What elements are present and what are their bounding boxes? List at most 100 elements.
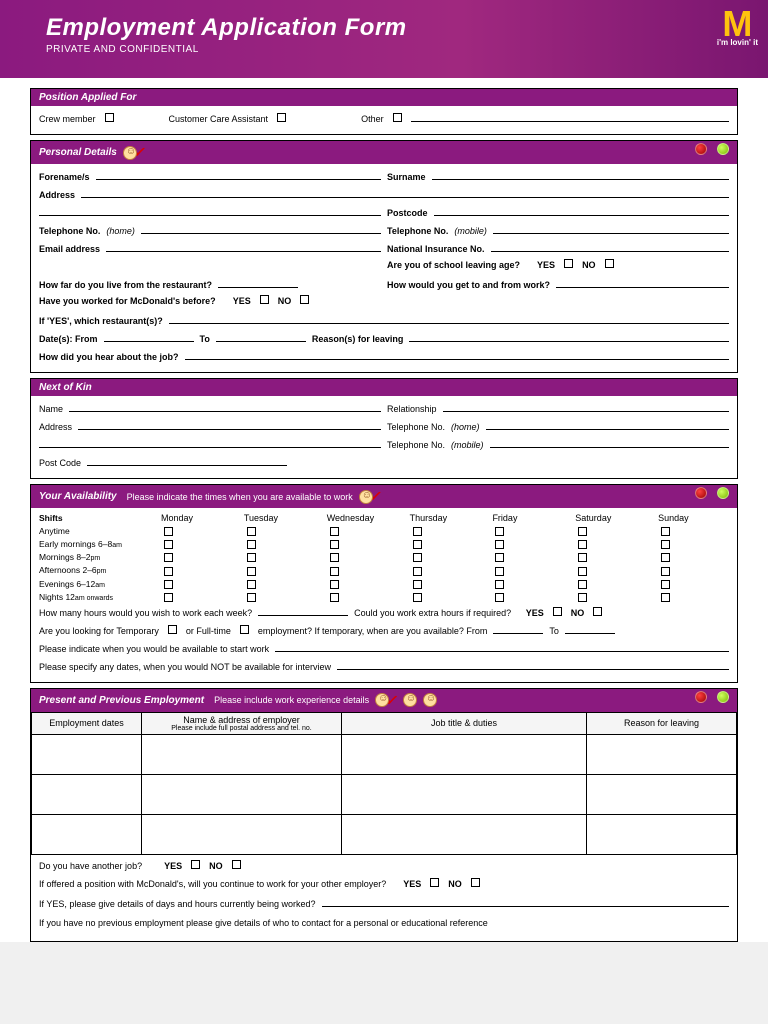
schoolage-no[interactable] <box>605 259 614 268</box>
avail-checkbox[interactable] <box>578 540 587 549</box>
avail-checkbox[interactable] <box>661 567 670 576</box>
avail-checkbox[interactable] <box>578 567 587 576</box>
postcode-input[interactable] <box>434 205 729 216</box>
avail-checkbox[interactable] <box>164 580 173 589</box>
avail-checkbox[interactable] <box>578 593 587 602</box>
avail-checkbox[interactable] <box>413 527 422 536</box>
howfar-input[interactable] <box>218 277 298 288</box>
telmob-input[interactable] <box>493 223 729 234</box>
kin-addr-input[interactable] <box>78 419 381 430</box>
ifyes-input[interactable] <box>169 313 729 324</box>
surname-input[interactable] <box>432 169 729 180</box>
avail-checkbox[interactable] <box>330 593 339 602</box>
avail-checkbox[interactable] <box>247 567 256 576</box>
avail-checkbox[interactable] <box>495 540 504 549</box>
opt-other-checkbox[interactable] <box>393 113 402 122</box>
avail-checkbox[interactable] <box>495 567 504 576</box>
avail-checkbox[interactable] <box>330 553 339 562</box>
workedbefore-yes[interactable] <box>260 295 269 304</box>
surname-label: Surname <box>387 172 426 182</box>
avail-checkbox[interactable] <box>330 540 339 549</box>
avail-checkbox[interactable] <box>661 593 670 602</box>
tempfrom-input[interactable] <box>493 623 543 634</box>
kin-telhome-input[interactable] <box>486 419 729 430</box>
address-input[interactable] <box>81 187 729 198</box>
mcdonalds-logo-icon: M <box>717 6 758 42</box>
avail-checkbox[interactable] <box>495 553 504 562</box>
avail-checkbox[interactable] <box>661 580 670 589</box>
opt-crew-checkbox[interactable] <box>105 113 114 122</box>
avail-checkbox[interactable] <box>413 593 422 602</box>
table-row[interactable] <box>32 774 737 814</box>
avail-checkbox[interactable] <box>578 527 587 536</box>
kin-rel-input[interactable] <box>443 401 729 412</box>
kin-addr2-input[interactable] <box>39 437 381 448</box>
avail-checkbox[interactable] <box>330 567 339 576</box>
extra-no[interactable] <box>593 607 602 616</box>
avail-checkbox[interactable] <box>661 540 670 549</box>
avail-checkbox[interactable] <box>164 553 173 562</box>
another-yes[interactable] <box>191 860 200 869</box>
kin-telmob-input[interactable] <box>490 437 729 448</box>
ni-input[interactable] <box>491 241 729 252</box>
avail-cell <box>149 565 232 575</box>
avail-checkbox[interactable] <box>164 540 173 549</box>
yes-label: YES <box>526 608 544 618</box>
kin-postcode-input[interactable] <box>87 455 287 466</box>
offered-no[interactable] <box>471 878 480 887</box>
avail-checkbox[interactable] <box>247 527 256 536</box>
avail-checkbox[interactable] <box>247 540 256 549</box>
forename-input[interactable] <box>96 169 381 180</box>
howget-input[interactable] <box>556 277 729 288</box>
hear-input[interactable] <box>185 349 730 360</box>
q-hours-input[interactable] <box>258 605 348 616</box>
avail-checkbox[interactable] <box>330 580 339 589</box>
avail-checkbox[interactable] <box>413 540 422 549</box>
telhome-input[interactable] <box>141 223 381 234</box>
address2-input[interactable] <box>39 205 381 216</box>
avail-cell <box>398 539 481 549</box>
avail-checkbox[interactable] <box>495 580 504 589</box>
avail-cell <box>232 526 315 536</box>
avail-checkbox[interactable] <box>661 527 670 536</box>
avail-checkbox[interactable] <box>247 580 256 589</box>
table-row[interactable] <box>32 814 737 854</box>
another-no[interactable] <box>232 860 241 869</box>
other-input-line[interactable] <box>411 111 729 122</box>
avail-checkbox[interactable] <box>164 593 173 602</box>
day-sun: Sunday <box>646 513 729 523</box>
extra-yes[interactable] <box>553 607 562 616</box>
avail-checkbox[interactable] <box>413 567 422 576</box>
avail-checkbox[interactable] <box>495 527 504 536</box>
avail-checkbox[interactable] <box>413 553 422 562</box>
q-hours-label: How many hours would you wish to work ea… <box>39 608 252 618</box>
avail-checkbox[interactable] <box>495 593 504 602</box>
avail-checkbox[interactable] <box>661 553 670 562</box>
workedbefore-no[interactable] <box>300 295 309 304</box>
tempto-input[interactable] <box>565 623 615 634</box>
schoolage-yes[interactable] <box>564 259 573 268</box>
q-ifyes-input[interactable] <box>322 896 730 907</box>
avail-row: Mornings 8–2pm <box>39 552 729 562</box>
q-start-input[interactable] <box>275 641 729 652</box>
avail-checkbox[interactable] <box>164 527 173 536</box>
avail-checkbox[interactable] <box>247 553 256 562</box>
employment-table: Employment dates Name & address of emplo… <box>31 712 737 855</box>
datesfrom-input[interactable] <box>104 331 194 342</box>
offered-yes[interactable] <box>430 878 439 887</box>
fulltime-checkbox[interactable] <box>240 625 249 634</box>
email-input[interactable] <box>106 241 381 252</box>
table-row[interactable] <box>32 734 737 774</box>
datesto-input[interactable] <box>216 331 306 342</box>
kin-name-input[interactable] <box>69 401 381 412</box>
opt-cca-checkbox[interactable] <box>277 113 286 122</box>
avail-checkbox[interactable] <box>247 593 256 602</box>
avail-checkbox[interactable] <box>330 527 339 536</box>
temp-checkbox[interactable] <box>168 625 177 634</box>
q-notavail-input[interactable] <box>337 659 729 670</box>
reason-input[interactable] <box>409 331 729 342</box>
avail-checkbox[interactable] <box>578 553 587 562</box>
avail-checkbox[interactable] <box>413 580 422 589</box>
avail-checkbox[interactable] <box>578 580 587 589</box>
avail-checkbox[interactable] <box>164 567 173 576</box>
